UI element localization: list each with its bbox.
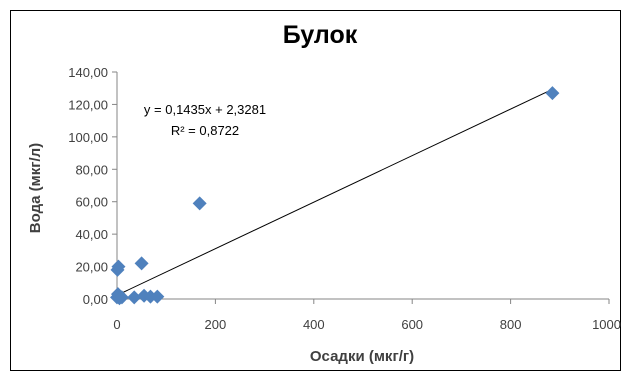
y-tick-label: 120,00 (68, 97, 108, 112)
data-point (150, 289, 165, 304)
x-tick-label: 800 (500, 317, 522, 332)
y-axis-title: Вода (мкг/л) (27, 143, 44, 233)
trendline-equation: y = 0,1435x + 2,3281 (144, 102, 266, 117)
data-point (114, 290, 129, 305)
y-tick-label: 40,00 (75, 227, 108, 242)
x-tick-label: 600 (401, 317, 423, 332)
trendline-r-squared: R² = 0,8722 (171, 123, 239, 138)
x-tick-label: 0 (113, 317, 120, 332)
chart-frame (10, 10, 621, 371)
x-axis-ticks: 0 200 400 600 800 1000 (113, 299, 621, 332)
data-point (545, 86, 560, 101)
y-axis-ticks: 0,00 20,00 40,00 60,00 80,00 100,00 120,00 140,… (68, 65, 117, 307)
x-tick-label: 1000 (592, 317, 621, 332)
x-tick-label: 400 (303, 317, 325, 332)
y-tick-label: 0,00 (83, 292, 108, 307)
y-tick-label: 140,00 (68, 65, 108, 80)
y-tick-label: 20,00 (75, 260, 108, 275)
x-tick-label: 200 (205, 317, 227, 332)
y-tick-label: 100,00 (68, 130, 108, 145)
data-point (127, 290, 142, 305)
y-tick-label: 80,00 (75, 162, 108, 177)
y-tick-label: 60,00 (75, 195, 108, 210)
data-point (111, 259, 126, 274)
data-points (110, 86, 560, 306)
data-point (192, 196, 207, 211)
data-point (134, 256, 149, 271)
chart-title: Булок (283, 21, 358, 49)
x-axis-title: Осадки (мкг/г) (310, 348, 414, 365)
trendline (116, 88, 553, 296)
